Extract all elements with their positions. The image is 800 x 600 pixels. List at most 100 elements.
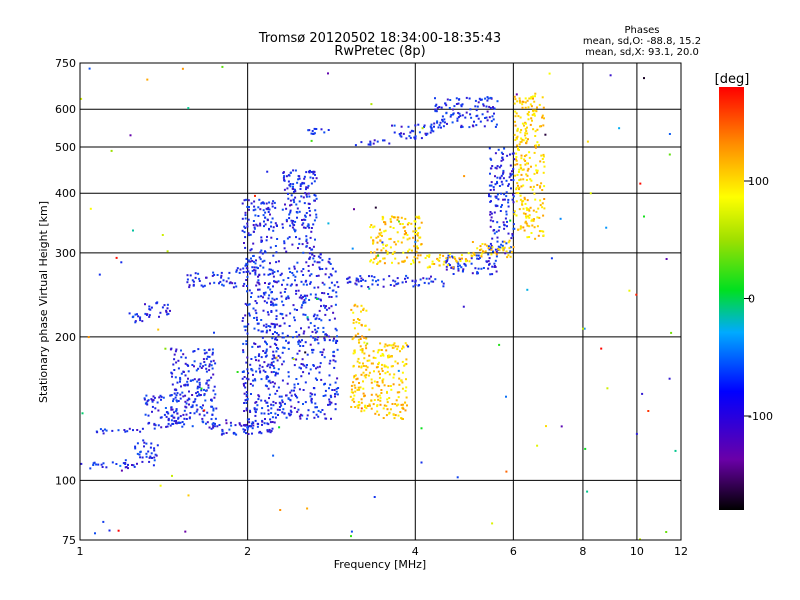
data-point <box>383 230 386 233</box>
data-point <box>199 365 202 368</box>
data-point <box>143 398 146 401</box>
data-point <box>498 226 501 228</box>
data-point <box>238 271 241 274</box>
data-point <box>501 244 504 247</box>
data-point <box>145 452 148 455</box>
data-point <box>268 208 271 211</box>
data-point <box>321 351 324 354</box>
data-point <box>542 106 545 109</box>
data-point <box>465 96 468 99</box>
data-point <box>309 368 312 371</box>
data-point <box>203 352 206 355</box>
data-point <box>89 467 92 470</box>
data-point <box>358 403 361 406</box>
data-point <box>510 179 513 181</box>
data-point <box>418 217 421 220</box>
data-point <box>517 115 520 118</box>
data-point <box>530 179 533 182</box>
data-point <box>334 303 337 306</box>
data-point <box>264 250 266 253</box>
data-point <box>249 425 252 428</box>
data-point <box>413 225 416 228</box>
data-point <box>180 372 183 375</box>
data-point <box>132 464 135 467</box>
data-point <box>335 387 338 390</box>
data-point <box>253 227 256 230</box>
data-point <box>367 286 370 288</box>
data-point <box>265 323 268 326</box>
data-point <box>314 331 317 334</box>
data-point <box>424 257 427 259</box>
data-point <box>149 308 152 311</box>
y-tick-label: 300 <box>55 247 76 260</box>
data-point <box>539 186 541 189</box>
data-point <box>495 251 498 253</box>
data-point <box>274 336 277 339</box>
data-point <box>524 202 527 205</box>
data-point <box>282 176 285 179</box>
data-point <box>203 388 205 391</box>
data-point <box>290 203 293 206</box>
data-point <box>207 386 210 389</box>
data-point <box>463 262 466 265</box>
data-point <box>300 280 303 283</box>
data-point <box>505 195 508 198</box>
data-point <box>525 162 528 165</box>
data-point <box>287 342 290 345</box>
data-point <box>165 415 168 418</box>
data-point <box>524 106 527 109</box>
data-point <box>301 304 304 307</box>
data-point <box>402 226 405 229</box>
data-point <box>335 329 338 332</box>
data-point <box>248 303 251 306</box>
data-point <box>248 418 250 421</box>
data-point <box>255 316 258 319</box>
data-point <box>274 222 277 225</box>
data-point <box>387 385 390 387</box>
data-point <box>283 242 286 245</box>
data-point <box>482 103 485 106</box>
data-point <box>531 188 534 191</box>
data-point <box>301 243 304 246</box>
data-point <box>511 234 514 237</box>
data-point <box>272 200 275 203</box>
data-point <box>386 344 389 347</box>
data-point <box>329 263 332 265</box>
data-point <box>528 236 531 238</box>
data-point <box>270 364 273 366</box>
data-point <box>413 245 416 248</box>
data-point <box>357 278 360 281</box>
data-point <box>186 274 189 277</box>
data-point <box>308 207 311 209</box>
data-point <box>296 396 299 399</box>
data-point <box>544 133 547 136</box>
data-point <box>503 198 506 201</box>
data-point <box>525 207 528 210</box>
data-point <box>306 414 309 417</box>
data-point <box>398 377 401 380</box>
data-point <box>242 351 245 354</box>
data-point <box>268 428 271 431</box>
data-point <box>373 399 376 401</box>
data-point <box>474 105 477 108</box>
data-point <box>291 226 294 229</box>
data-point <box>212 359 215 362</box>
data-point <box>381 353 384 355</box>
data-point <box>478 97 481 100</box>
data-point <box>487 267 490 270</box>
data-point <box>285 297 288 300</box>
data-point <box>235 285 238 288</box>
data-point <box>304 192 307 195</box>
data-point <box>360 398 363 401</box>
data-point <box>312 348 315 351</box>
data-point <box>311 130 314 132</box>
data-point <box>260 249 263 252</box>
data-point <box>257 359 260 362</box>
data-point <box>517 184 519 187</box>
data-point <box>312 132 315 135</box>
data-point <box>254 414 257 417</box>
data-point <box>285 314 288 317</box>
data-point <box>502 172 504 175</box>
data-point <box>405 137 408 140</box>
data-point <box>394 403 397 405</box>
